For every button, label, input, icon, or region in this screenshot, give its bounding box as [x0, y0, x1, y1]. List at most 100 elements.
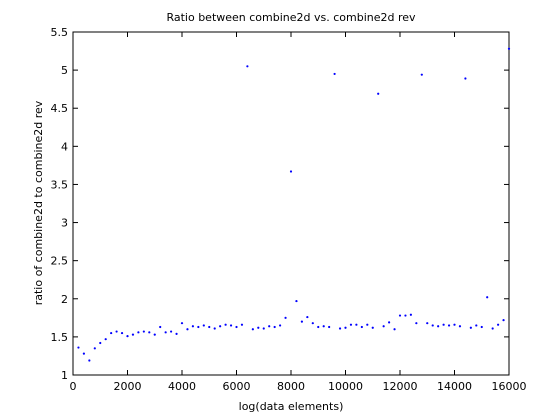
- x-tick-label: 0: [70, 380, 77, 393]
- data-point: [137, 331, 140, 334]
- data-point: [268, 325, 271, 328]
- data-point: [469, 326, 472, 329]
- data-point: [388, 321, 391, 324]
- data-point: [175, 332, 178, 335]
- data-point: [219, 325, 222, 328]
- data-point: [153, 333, 156, 336]
- x-axis-ticks: 0 2000 4000 6000 8000 10000 12000 14000 16000: [70, 32, 527, 393]
- data-point: [191, 325, 194, 328]
- x-axis-label: log(data elements): [239, 400, 344, 413]
- data-point: [77, 346, 80, 349]
- data-point: [415, 322, 418, 325]
- data-point: [491, 327, 494, 330]
- data-point: [420, 73, 423, 76]
- data-point: [404, 314, 407, 317]
- y-tick-label: 1: [61, 369, 68, 382]
- data-point: [88, 359, 91, 362]
- x-tick-label: 6000: [223, 380, 251, 393]
- x-tick-label: 12000: [383, 380, 418, 393]
- y-tick-label: 5: [61, 64, 68, 77]
- data-point: [273, 325, 276, 329]
- data-point: [338, 327, 342, 330]
- data-point: [208, 325, 211, 329]
- data-point: [131, 333, 135, 336]
- data-point: [246, 65, 249, 68]
- plot-area: [72, 31, 510, 376]
- data-point: [300, 320, 303, 323]
- data-point: [480, 325, 483, 329]
- data-point: [447, 324, 451, 327]
- y-tick-label: 3: [61, 217, 68, 230]
- data-point: [333, 72, 336, 76]
- data-point: [502, 319, 505, 322]
- data-point: [170, 330, 173, 333]
- y-axis-label: ratio of combine2d to combine2d rev: [32, 100, 45, 305]
- data-point: [458, 325, 462, 328]
- data-point: [349, 323, 353, 326]
- data-point: [377, 92, 380, 95]
- x-tick-label: 10000: [328, 380, 363, 393]
- data-point: [104, 338, 107, 341]
- data-point: [371, 326, 374, 329]
- data-point: [497, 323, 500, 326]
- x-tick-label: 14000: [437, 380, 472, 393]
- data-point: [202, 324, 205, 327]
- data-point: [328, 325, 331, 329]
- data-point: [409, 313, 412, 316]
- y-tick-label: 3.5: [51, 178, 69, 191]
- y-tick-label: 4: [61, 140, 68, 153]
- data-point: [382, 325, 385, 328]
- data-point: [464, 77, 467, 80]
- data-point: [426, 322, 429, 325]
- data-point: [317, 325, 320, 329]
- data-point: [262, 327, 265, 330]
- data-point: [311, 322, 314, 325]
- data-point: [475, 324, 478, 327]
- x-tick-label: 16000: [492, 380, 527, 393]
- data-point: [110, 331, 113, 335]
- y-tick-label: 2.5: [51, 255, 69, 268]
- data-point: [344, 326, 347, 329]
- data-point: [224, 323, 227, 326]
- data-point: [159, 325, 162, 329]
- data-point: [360, 325, 363, 329]
- x-tick-label: 2000: [114, 380, 142, 393]
- data-point: [186, 328, 189, 331]
- data-points: [77, 47, 511, 362]
- data-point: [295, 299, 298, 303]
- data-point: [453, 323, 456, 326]
- data-point: [115, 330, 118, 333]
- data-point: [437, 325, 440, 328]
- data-point: [229, 324, 233, 327]
- data-point: [235, 325, 238, 329]
- y-tick-label: 4.5: [51, 102, 69, 115]
- data-point: [142, 330, 145, 333]
- data-point: [257, 326, 260, 329]
- y-tick-label: 5.5: [51, 26, 69, 39]
- data-point: [284, 316, 287, 319]
- data-point: [442, 323, 445, 326]
- data-point: [82, 352, 85, 355]
- data-point: [251, 328, 254, 331]
- data-point: [431, 324, 434, 327]
- data-point: [393, 328, 396, 331]
- chart-title: Ratio between combine2d vs. combine2d re…: [166, 11, 416, 24]
- data-point: [355, 323, 358, 326]
- data-point: [398, 314, 402, 317]
- data-point: [322, 325, 325, 328]
- x-tick-label: 8000: [277, 380, 305, 393]
- y-axis-ticks: 1 1.5 2 2.5 3 3.5 4 4.5 5 5.5: [51, 26, 509, 382]
- data-point: [93, 347, 96, 350]
- data-point: [164, 331, 167, 334]
- x-tick-label: 4000: [168, 380, 196, 393]
- data-point: [197, 325, 200, 329]
- data-point: [289, 170, 293, 173]
- data-point: [180, 322, 184, 325]
- data-point: [213, 327, 216, 330]
- data-point: [99, 341, 102, 345]
- data-point: [306, 315, 309, 319]
- data-point: [240, 323, 244, 326]
- data-point: [120, 331, 124, 335]
